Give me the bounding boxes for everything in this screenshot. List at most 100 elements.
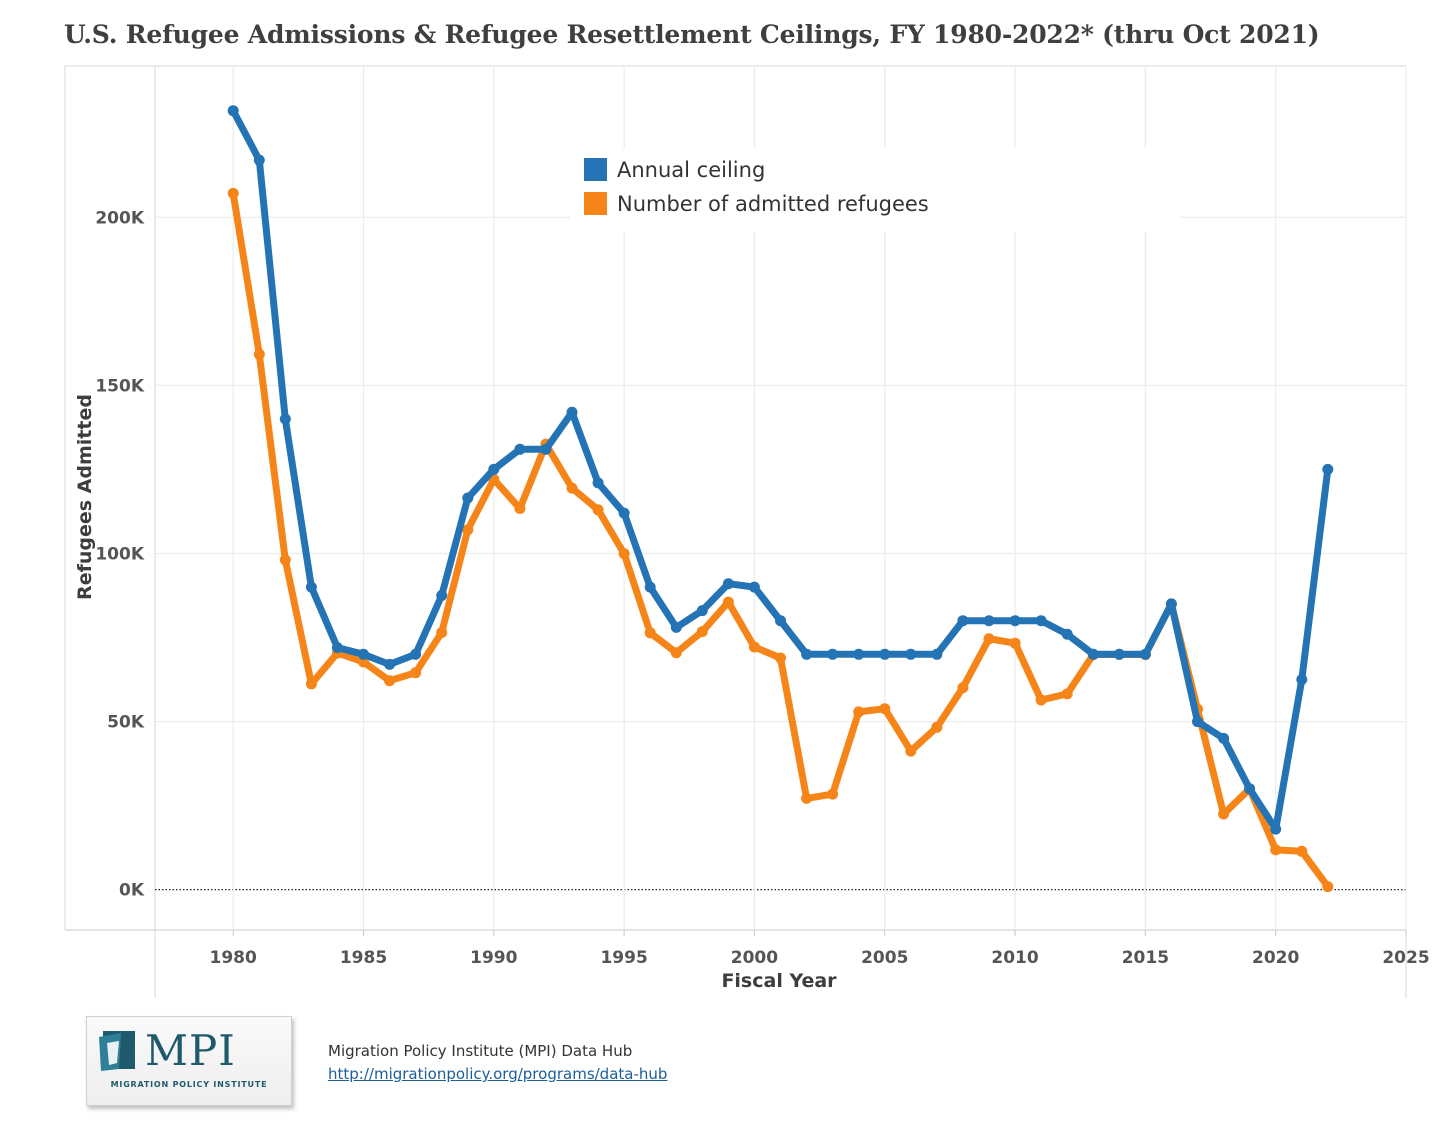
data-point-number-of-admitted-refugees[interactable]	[566, 482, 578, 494]
data-point-annual-ceiling[interactable]	[410, 648, 422, 660]
y-axis-ticks: 0K 50K 100K 150K 200K	[95, 208, 144, 900]
data-point-number-of-admitted-refugees[interactable]	[1061, 688, 1073, 700]
data-point-number-of-admitted-refugees[interactable]	[279, 554, 291, 566]
data-point-annual-ceiling[interactable]	[1322, 463, 1334, 475]
data-point-annual-ceiling[interactable]	[305, 581, 317, 593]
data-point-number-of-admitted-refugees[interactable]	[1035, 694, 1047, 706]
data-point-annual-ceiling[interactable]	[514, 443, 526, 455]
data-point-number-of-admitted-refugees[interactable]	[514, 503, 526, 514]
data-point-annual-ceiling[interactable]	[983, 615, 995, 627]
data-point-number-of-admitted-refugees[interactable]	[722, 596, 734, 608]
data-point-number-of-admitted-refugees[interactable]	[1296, 845, 1308, 857]
data-point-number-of-admitted-refugees[interactable]	[305, 678, 317, 690]
source-link[interactable]: http://migrationpolicy.org/programs/data…	[328, 1065, 668, 1083]
data-point-number-of-admitted-refugees[interactable]	[1322, 881, 1334, 893]
series-layer	[227, 105, 1334, 893]
data-point-annual-ceiling[interactable]	[905, 648, 917, 660]
data-point-annual-ceiling[interactable]	[566, 406, 578, 418]
data-point-annual-ceiling[interactable]	[1165, 598, 1177, 610]
data-point-number-of-admitted-refugees[interactable]	[384, 675, 396, 687]
data-point-annual-ceiling[interactable]	[540, 443, 552, 455]
data-point-annual-ceiling[interactable]	[670, 621, 682, 633]
data-point-number-of-admitted-refugees[interactable]	[775, 652, 786, 664]
data-point-annual-ceiling[interactable]	[1087, 648, 1099, 660]
data-point-number-of-admitted-refugees[interactable]	[827, 788, 839, 800]
data-point-annual-ceiling[interactable]	[227, 105, 239, 117]
source-credit: Migration Policy Institute (MPI) Data Hu…	[328, 1042, 667, 1083]
data-point-number-of-admitted-refugees[interactable]	[748, 641, 760, 653]
x-tick-label: 2015	[1122, 948, 1169, 968]
y-tick-label: 50K	[107, 713, 145, 733]
data-point-number-of-admitted-refugees[interactable]	[801, 792, 813, 804]
legend-background	[570, 148, 1180, 232]
data-point-annual-ceiling[interactable]	[696, 605, 708, 617]
data-point-annual-ceiling[interactable]	[253, 154, 265, 166]
data-point-annual-ceiling[interactable]	[879, 648, 891, 660]
data-point-number-of-admitted-refugees[interactable]	[410, 667, 422, 679]
data-point-annual-ceiling[interactable]	[1139, 648, 1151, 660]
data-point-number-of-admitted-refugees[interactable]	[696, 626, 708, 638]
data-point-annual-ceiling[interactable]	[931, 648, 943, 660]
data-point-annual-ceiling[interactable]	[853, 648, 865, 660]
data-point-number-of-admitted-refugees[interactable]	[436, 627, 448, 638]
data-point-annual-ceiling[interactable]	[1061, 628, 1073, 640]
data-point-annual-ceiling[interactable]	[618, 507, 630, 519]
data-point-number-of-admitted-refugees[interactable]	[670, 647, 682, 659]
data-point-number-of-admitted-refugees[interactable]	[957, 682, 969, 694]
data-point-number-of-admitted-refugees[interactable]	[853, 706, 865, 718]
data-point-number-of-admitted-refugees[interactable]	[1218, 808, 1230, 820]
x-tick-label: 1995	[600, 948, 647, 968]
x-tick-label: 2005	[861, 948, 908, 968]
data-point-number-of-admitted-refugees[interactable]	[905, 745, 917, 757]
data-point-number-of-admitted-refugees[interactable]	[931, 721, 943, 733]
x-tick-label: 2020	[1252, 948, 1299, 968]
x-tick-label: 2025	[1382, 948, 1429, 968]
data-point-annual-ceiling[interactable]	[462, 492, 474, 504]
legend: Annual ceiling Number of admitted refugee…	[570, 148, 1180, 232]
data-point-annual-ceiling[interactable]	[1270, 823, 1282, 835]
x-tick-label: 2000	[731, 948, 778, 968]
x-tick-label: 1990	[470, 948, 517, 968]
data-point-number-of-admitted-refugees[interactable]	[879, 703, 891, 715]
data-point-annual-ceiling[interactable]	[1192, 716, 1203, 728]
data-point-number-of-admitted-refugees[interactable]	[227, 187, 239, 199]
legend-swatch	[584, 192, 607, 215]
data-point-number-of-admitted-refugees[interactable]	[1009, 637, 1021, 649]
data-point-number-of-admitted-refugees[interactable]	[1270, 844, 1282, 856]
data-point-number-of-admitted-refugees[interactable]	[358, 656, 369, 668]
data-point-annual-ceiling[interactable]	[957, 615, 969, 627]
data-point-annual-ceiling[interactable]	[592, 477, 604, 489]
data-point-annual-ceiling[interactable]	[1009, 615, 1021, 627]
data-point-annual-ceiling[interactable]	[722, 578, 734, 590]
data-point-annual-ceiling[interactable]	[801, 648, 813, 660]
mpi-logo[interactable]: MPI MIGRATION POLICY INSTITUTE	[86, 1016, 292, 1106]
series-number-of-admitted-refugees	[227, 187, 1334, 893]
data-point-annual-ceiling[interactable]	[1113, 648, 1125, 660]
mpi-logo-mark-icon	[99, 1031, 135, 1071]
series-line-number-of-admitted-refugees	[229, 189, 1332, 891]
mpi-logo-text: MPI	[145, 1026, 236, 1075]
data-point-annual-ceiling[interactable]	[827, 648, 839, 660]
data-point-annual-ceiling[interactable]	[488, 463, 500, 475]
data-point-number-of-admitted-refugees[interactable]	[983, 633, 995, 645]
data-point-number-of-admitted-refugees[interactable]	[644, 627, 656, 639]
data-point-annual-ceiling[interactable]	[1218, 732, 1230, 744]
data-point-annual-ceiling[interactable]	[279, 413, 291, 425]
data-point-annual-ceiling[interactable]	[436, 590, 448, 601]
data-point-number-of-admitted-refugees[interactable]	[253, 348, 265, 360]
data-point-annual-ceiling[interactable]	[644, 581, 656, 593]
data-point-annual-ceiling[interactable]	[775, 615, 786, 627]
data-point-annual-ceiling[interactable]	[1035, 615, 1047, 627]
data-point-annual-ceiling[interactable]	[1244, 783, 1256, 795]
y-tick-label: 100K	[95, 544, 144, 564]
data-point-number-of-admitted-refugees[interactable]	[618, 548, 630, 560]
data-point-annual-ceiling[interactable]	[1296, 674, 1308, 685]
data-point-number-of-admitted-refugees[interactable]	[592, 504, 604, 516]
data-point-number-of-admitted-refugees[interactable]	[462, 524, 474, 536]
data-point-annual-ceiling[interactable]	[331, 642, 343, 654]
chart-title: U.S. Refugee Admissions & Refugee Resett…	[64, 20, 1320, 49]
data-point-annual-ceiling[interactable]	[748, 581, 760, 593]
data-point-annual-ceiling[interactable]	[384, 658, 396, 670]
data-point-annual-ceiling[interactable]	[358, 648, 369, 660]
